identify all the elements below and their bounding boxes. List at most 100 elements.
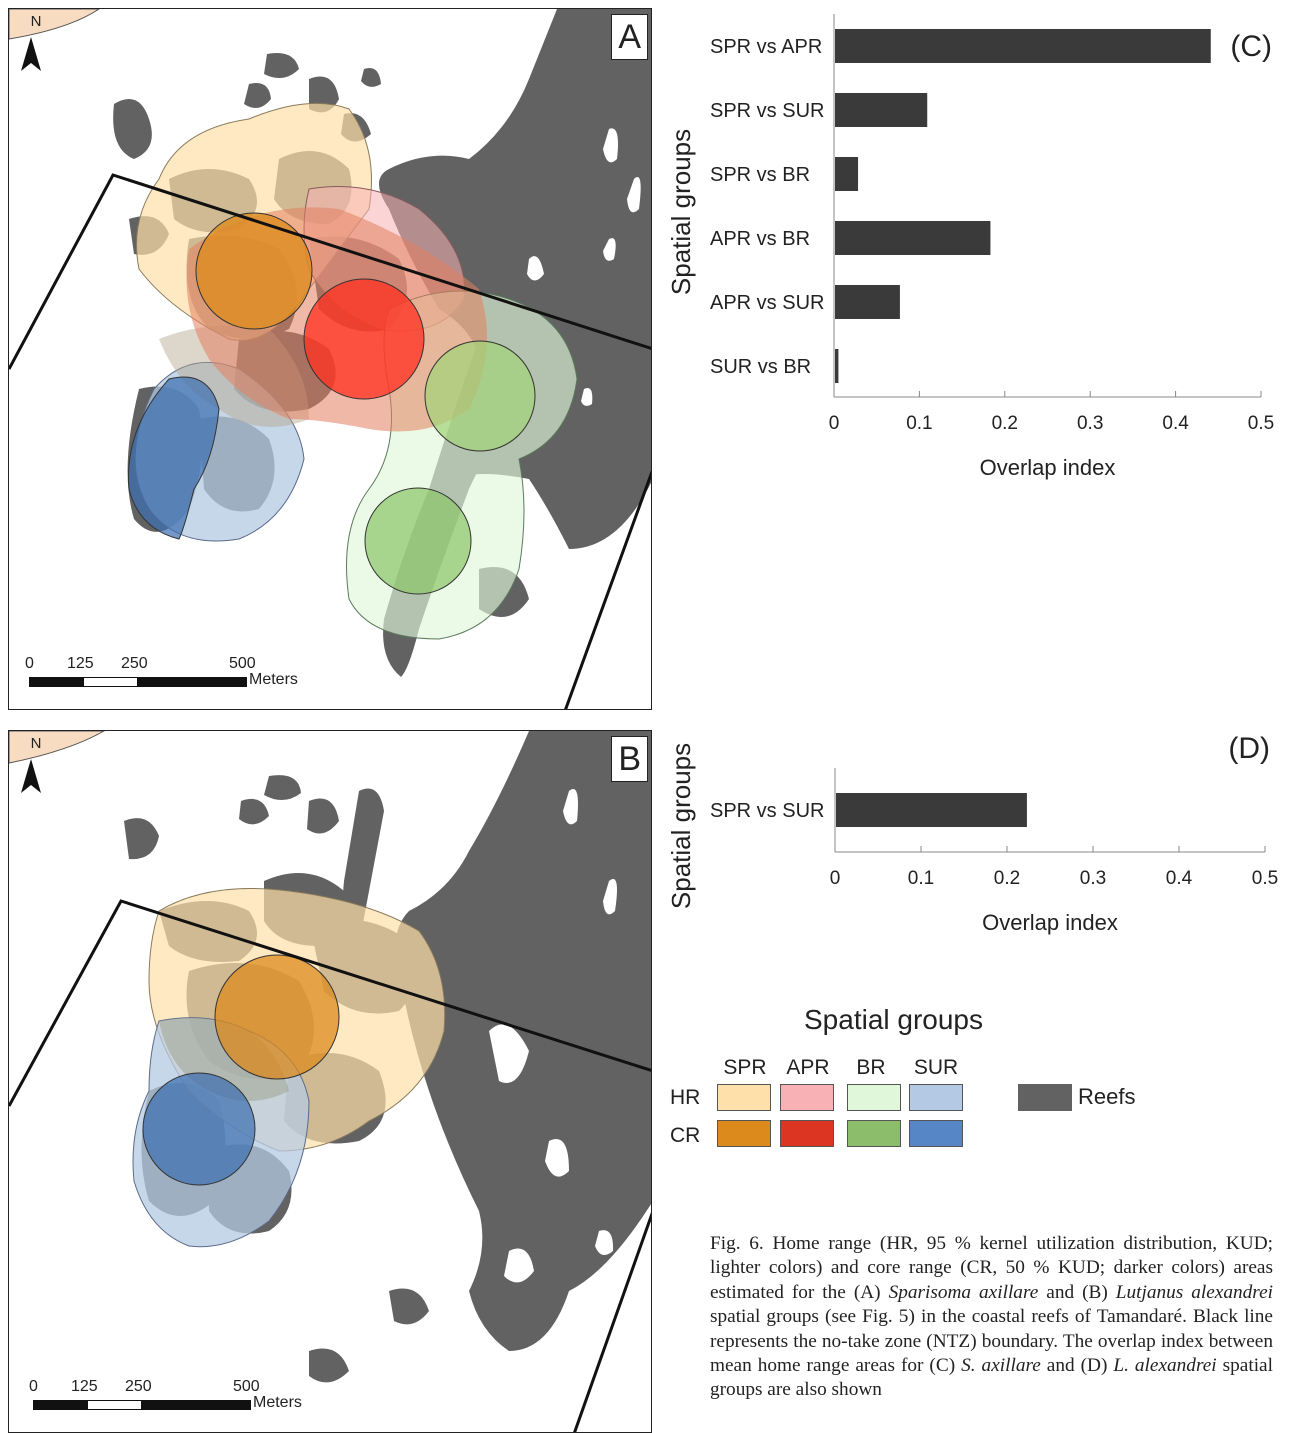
category-label: SPR vs SUR [710, 800, 824, 822]
scale-tick-250: 250 [121, 655, 148, 672]
cr-br-2 [364, 487, 472, 595]
x-tick-label: 0.3 [1080, 868, 1106, 889]
bar [835, 157, 859, 191]
north-arrow-icon [21, 37, 41, 71]
panel-label: (D) [1228, 732, 1270, 765]
reef-channels [527, 128, 641, 406]
legend-title: Spatial groups [804, 1004, 984, 1035]
cr-sur [128, 376, 220, 540]
cr-spr [214, 954, 340, 1080]
legend-row-hr: HR [670, 1086, 701, 1109]
x-tick-label: 0 [829, 413, 840, 434]
legend-row-cr: CR [670, 1124, 701, 1147]
x-tick-label: 0.4 [1166, 868, 1193, 889]
scale-tick-125: 125 [67, 655, 94, 672]
swatch-cr-br [847, 1120, 901, 1147]
y-axis-label: Spatial groups [666, 743, 696, 909]
figure-caption: Fig. 6. Home range (HR, 95 % kernel util… [710, 1232, 1273, 1403]
x-tick-label: 0.5 [1252, 868, 1278, 889]
legend-reefs-label: Reefs [1078, 1084, 1136, 1109]
x-tick-label: 0.5 [1248, 413, 1274, 434]
panel-label: (C) [1230, 30, 1272, 63]
scale-unit: Meters [249, 671, 298, 688]
swatch-hr-apr [780, 1084, 834, 1111]
x-tick-label: 0.1 [906, 413, 932, 434]
ntz-boundary-east [573, 1212, 651, 1432]
swatch-cr-apr [780, 1120, 834, 1147]
scale-tick-0: 0 [29, 1378, 38, 1395]
caption-text: Fig. 6. Home range (HR, 95 % kernel util… [710, 1233, 1273, 1303]
bar [835, 221, 991, 255]
category-label: SPR vs BR [710, 164, 810, 186]
caption-species: S. axillare [961, 1355, 1041, 1377]
north-label: N [30, 735, 42, 752]
cr-sur [142, 1072, 256, 1186]
land-area [9, 9, 100, 40]
legend-col-br: BR [856, 1056, 886, 1079]
overlap-chart-d: 0 0.1 0.2 0.3 0.4 0.5 SPR vs SUR Overlap index S… [660, 722, 1290, 962]
caption-text: spatial groups are also shown [710, 1355, 1273, 1401]
ntz-boundary-east [564, 470, 651, 709]
y-axis-label: Spatial groups [666, 129, 696, 295]
x-tick-label: 0.4 [1162, 413, 1189, 434]
cr-spr [195, 212, 313, 330]
x-axis-label: Overlap index [980, 455, 1116, 480]
overlap-chart-c: 0 0.1 0.2 0.3 0.4 0.5 SPR vs APR SPR vs SUR SPR … [660, 0, 1290, 500]
scale-tick-250: 250 [125, 1378, 152, 1395]
x-tick-label: 0 [830, 868, 841, 889]
x-axis-label: Overlap index [982, 910, 1118, 935]
caption-species: Sparisoma axillare [888, 1281, 1039, 1303]
scale-unit: Meters [253, 1394, 302, 1411]
bar [835, 29, 1211, 63]
x-tick-label: 0.1 [908, 868, 934, 889]
caption-text: spatial groups (see Fig. 5) in the coast… [710, 1306, 1273, 1377]
category-label: APR vs BR [710, 228, 810, 250]
x-tick-label: 0.2 [992, 413, 1018, 434]
scale-bar-a: 0 125 250 500 Meters [25, 655, 329, 695]
map-panel-b: N B 0 125 250 500 Meters [8, 730, 652, 1433]
bar [836, 793, 1027, 827]
swatch-cr-spr [717, 1120, 771, 1147]
caption-text: and (D) [1040, 1355, 1114, 1377]
reef-channels [489, 789, 617, 1283]
swatch-hr-spr [717, 1084, 771, 1111]
scale-tick-0: 0 [25, 655, 34, 672]
x-tick-label: 0.2 [994, 868, 1020, 889]
scale-bar-b: 0 125 250 500 Meters [29, 1378, 333, 1418]
category-label: APR vs SUR [710, 292, 824, 314]
bar [835, 349, 839, 383]
caption-species: L. alexandrei [1113, 1355, 1217, 1377]
cr-br-1 [424, 340, 536, 452]
bar [835, 285, 900, 319]
swatch-hr-br [847, 1084, 901, 1111]
legend-col-apr: APR [786, 1056, 830, 1079]
legend-col-spr: SPR [723, 1056, 767, 1079]
scale-tick-500: 500 [229, 655, 256, 672]
map-a-canvas [9, 9, 651, 709]
category-label: SPR vs SUR [710, 100, 824, 122]
chart-c-svg: 0 0.1 0.2 0.3 0.4 0.5 SPR vs APR SPR vs SUR SPR … [666, 14, 1274, 480]
swatch-cr-sur [909, 1120, 963, 1147]
legend: Spatial groups SPR APR BR SUR HR CR Reef… [664, 1000, 1264, 1170]
scale-tick-500: 500 [233, 1378, 260, 1395]
panel-label-a: A [611, 14, 648, 60]
x-tick-label: 0.3 [1077, 413, 1103, 434]
north-arrow-icon [21, 759, 41, 793]
swatch-hr-sur [909, 1084, 963, 1111]
map-b-canvas [9, 731, 651, 1432]
panel-label-b: B [611, 736, 648, 782]
category-label: SUR vs BR [710, 356, 811, 378]
map-panel-a: N A 0 125 250 500 Meters [8, 8, 652, 710]
chart-d-svg: 0 0.1 0.2 0.3 0.4 0.5 SPR vs SUR Overlap index S… [666, 732, 1278, 935]
category-label: SPR vs APR [710, 36, 822, 58]
ntz-boundary [9, 899, 651, 1107]
legend-col-sur: SUR [913, 1056, 959, 1079]
ntz-boundary [9, 173, 651, 370]
land-area [9, 731, 106, 764]
swatch-reefs [1018, 1084, 1072, 1111]
north-label: N [30, 13, 42, 30]
cr-apr [303, 278, 425, 400]
scale-tick-125: 125 [71, 1378, 98, 1395]
bar [835, 93, 928, 127]
caption-text: and (B) [1038, 1281, 1116, 1303]
